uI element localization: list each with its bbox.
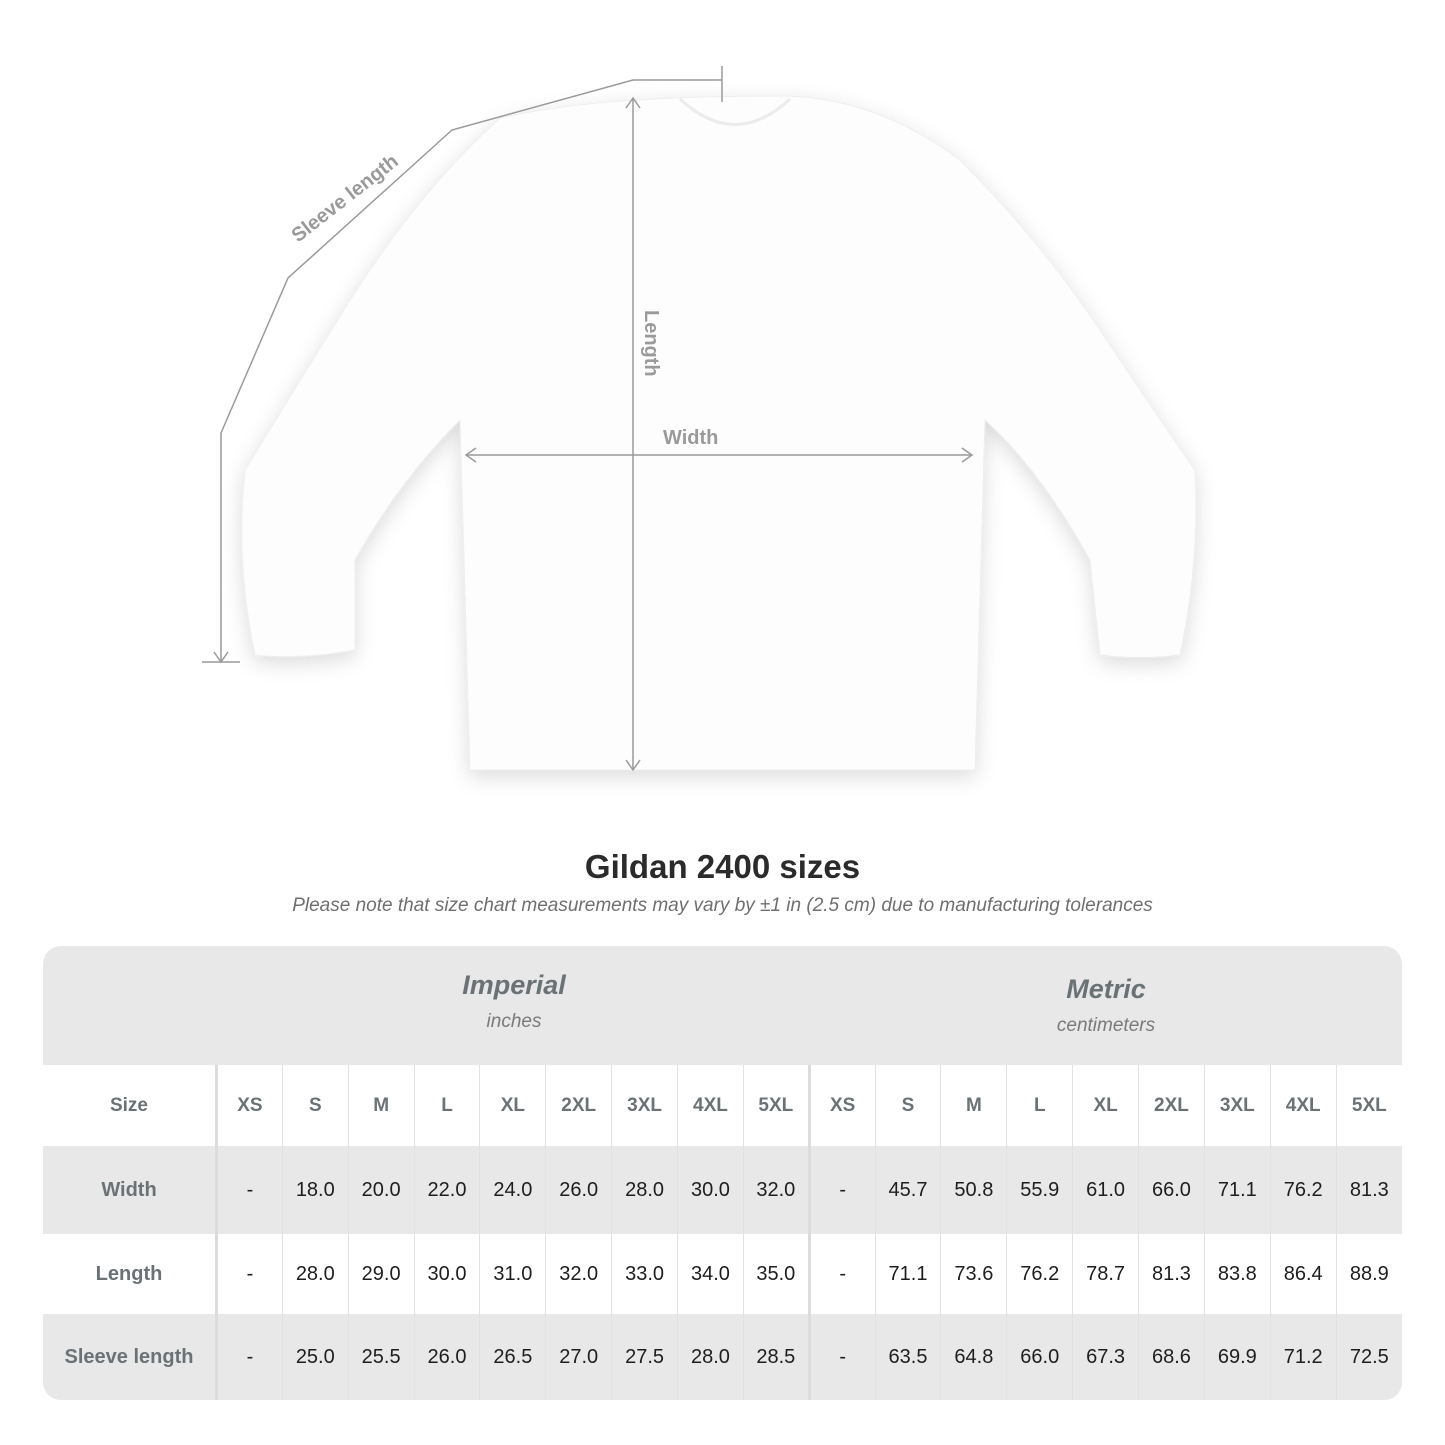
metric-value: 71.1	[1203, 1146, 1271, 1234]
imperial-value: 32.0	[545, 1234, 612, 1314]
imperial-value: 26.0	[545, 1146, 612, 1234]
imperial-value: 22.0	[413, 1146, 480, 1234]
metric-title: Metric	[1066, 974, 1146, 1004]
imperial-value: 30.0	[413, 1234, 480, 1314]
metric-value: 64.8	[940, 1314, 1007, 1400]
imperial-size-s: S	[281, 1065, 349, 1146]
imperial-value: 26.5	[479, 1314, 546, 1400]
metric-value: 83.8	[1203, 1234, 1271, 1314]
tolerance-note: Please note that size chart measurements…	[292, 895, 1153, 916]
metric-value: 50.8	[940, 1146, 1007, 1234]
imperial-value: -	[216, 1146, 283, 1234]
metric-header: Metric centimeters	[810, 974, 1402, 1037]
metric-value: 66.0	[1138, 1146, 1205, 1234]
sleeve-measure-line	[220, 79, 722, 662]
imperial-value: -	[216, 1314, 283, 1400]
imperial-title: Imperial	[462, 970, 566, 1000]
imperial-size-l: L	[413, 1065, 480, 1146]
imperial-size-4xl: 4XL	[677, 1065, 744, 1146]
metric-value: 71.2	[1269, 1314, 1337, 1400]
imperial-value: 28.0	[611, 1146, 678, 1234]
metric-unit: centimeters	[1056, 1015, 1156, 1036]
imperial-value: 27.0	[545, 1314, 612, 1400]
imperial-value: 26.0	[413, 1314, 480, 1400]
metric-value: 71.1	[874, 1234, 941, 1314]
metric-value: 67.3	[1072, 1314, 1139, 1400]
metric-value: 81.3	[1138, 1234, 1205, 1314]
metric-value: -	[807, 1234, 876, 1314]
metric-value: 76.2	[1006, 1234, 1073, 1314]
table-row: Width -18.0 20.0 22.0 24.0 26.0 28.0 30.0 32.0-4…	[43, 1146, 1402, 1234]
imperial-size-3xl: 3XL	[611, 1065, 678, 1146]
metric-value: 61.0	[1072, 1146, 1139, 1234]
metric-size-4xl: 4XL	[1269, 1065, 1337, 1146]
imperial-unit: inches	[486, 1011, 542, 1032]
imperial-value: 33.0	[611, 1234, 678, 1314]
metric-value: 63.5	[874, 1314, 941, 1400]
imperial-size-5xl: 5XL	[742, 1065, 810, 1146]
metric-value: 72.5	[1335, 1314, 1402, 1400]
page-title: Gildan 2400 sizes	[584, 848, 861, 885]
imperial-value: 31.0	[479, 1234, 546, 1314]
table-row: Length -28.0 29.0 30.0 31.0 32.0 33.0 34.0 35.0-…	[43, 1234, 1402, 1314]
imperial-value: 30.0	[677, 1146, 744, 1234]
imperial-size-2xl: 2XL	[545, 1065, 612, 1146]
imperial-value: 25.0	[281, 1314, 349, 1400]
metric-value: 73.6	[940, 1234, 1007, 1314]
metric-value: 66.0	[1006, 1314, 1073, 1400]
imperial-value: 34.0	[677, 1234, 744, 1314]
imperial-value: 29.0	[347, 1234, 415, 1314]
imperial-size-xl: XL	[479, 1065, 546, 1146]
row-label: Width	[43, 1146, 218, 1234]
imperial-value: 28.0	[281, 1234, 349, 1314]
imperial-size-xs: XS	[216, 1065, 283, 1146]
imperial-value: 35.0	[742, 1234, 810, 1314]
metric-size-2xl: 2XL	[1138, 1065, 1205, 1146]
metric-size-l: L	[1006, 1065, 1073, 1146]
metric-size-3xl: 3XL	[1203, 1065, 1271, 1146]
metric-size-5xl: 5XL	[1335, 1065, 1402, 1146]
imperial-value: -	[216, 1234, 283, 1314]
shirt-illustration: Sleeve length Length Width	[202, 66, 1197, 772]
size-grid: Size XS S M L XL 2XL 3XL 4XL 5XL XS S M L XL 2XL 3XL 4XL 5…	[43, 1065, 1402, 1400]
metric-value: 88.9	[1335, 1234, 1402, 1314]
long-sleeve-shirt	[241, 95, 1197, 771]
metric-value: 55.9	[1006, 1146, 1073, 1234]
metric-value: 68.6	[1138, 1314, 1205, 1400]
row-label: Sleeve length	[43, 1314, 218, 1400]
imperial-value: 24.0	[479, 1146, 546, 1234]
imperial-value: 27.5	[611, 1314, 678, 1400]
metric-size-s: S	[874, 1065, 941, 1146]
imperial-size-m: M	[347, 1065, 415, 1146]
imperial-value: 28.0	[677, 1314, 744, 1400]
imperial-header: Imperial inches	[217, 970, 811, 1033]
metric-value: 78.7	[1072, 1234, 1139, 1314]
unit-header-band: Imperial inches Metric centimeters	[43, 946, 1402, 1065]
row-label: Length	[43, 1234, 218, 1314]
table-row: Sleeve length -25.0 25.5 26.0 26.5 27.0 27.5 28…	[43, 1314, 1402, 1400]
imperial-value: 20.0	[347, 1146, 415, 1234]
metric-size-m: M	[940, 1065, 1007, 1146]
metric-value: 81.3	[1335, 1146, 1402, 1234]
metric-value: 69.9	[1203, 1314, 1271, 1400]
metric-value: -	[807, 1146, 876, 1234]
sleeve-length-label: Sleeve length	[288, 150, 403, 247]
width-label: Width	[663, 427, 718, 449]
metric-value: 86.4	[1269, 1234, 1337, 1314]
metric-size-xl: XL	[1072, 1065, 1139, 1146]
metric-value: -	[807, 1314, 876, 1400]
metric-size-xs: XS	[807, 1065, 876, 1146]
length-label: Length	[640, 310, 662, 377]
size-label: Size	[43, 1065, 218, 1146]
size-header-row: Size XS S M L XL 2XL 3XL 4XL 5XL XS S M L XL 2XL 3XL 4XL 5…	[43, 1065, 1402, 1146]
metric-value: 76.2	[1269, 1146, 1337, 1234]
imperial-value: 25.5	[347, 1314, 415, 1400]
imperial-value: 32.0	[742, 1146, 810, 1234]
imperial-value: 28.5	[742, 1314, 810, 1400]
imperial-value: 18.0	[281, 1146, 349, 1234]
metric-value: 45.7	[874, 1146, 941, 1234]
size-table: Imperial inches Metric centimeters Size X…	[43, 946, 1402, 1400]
